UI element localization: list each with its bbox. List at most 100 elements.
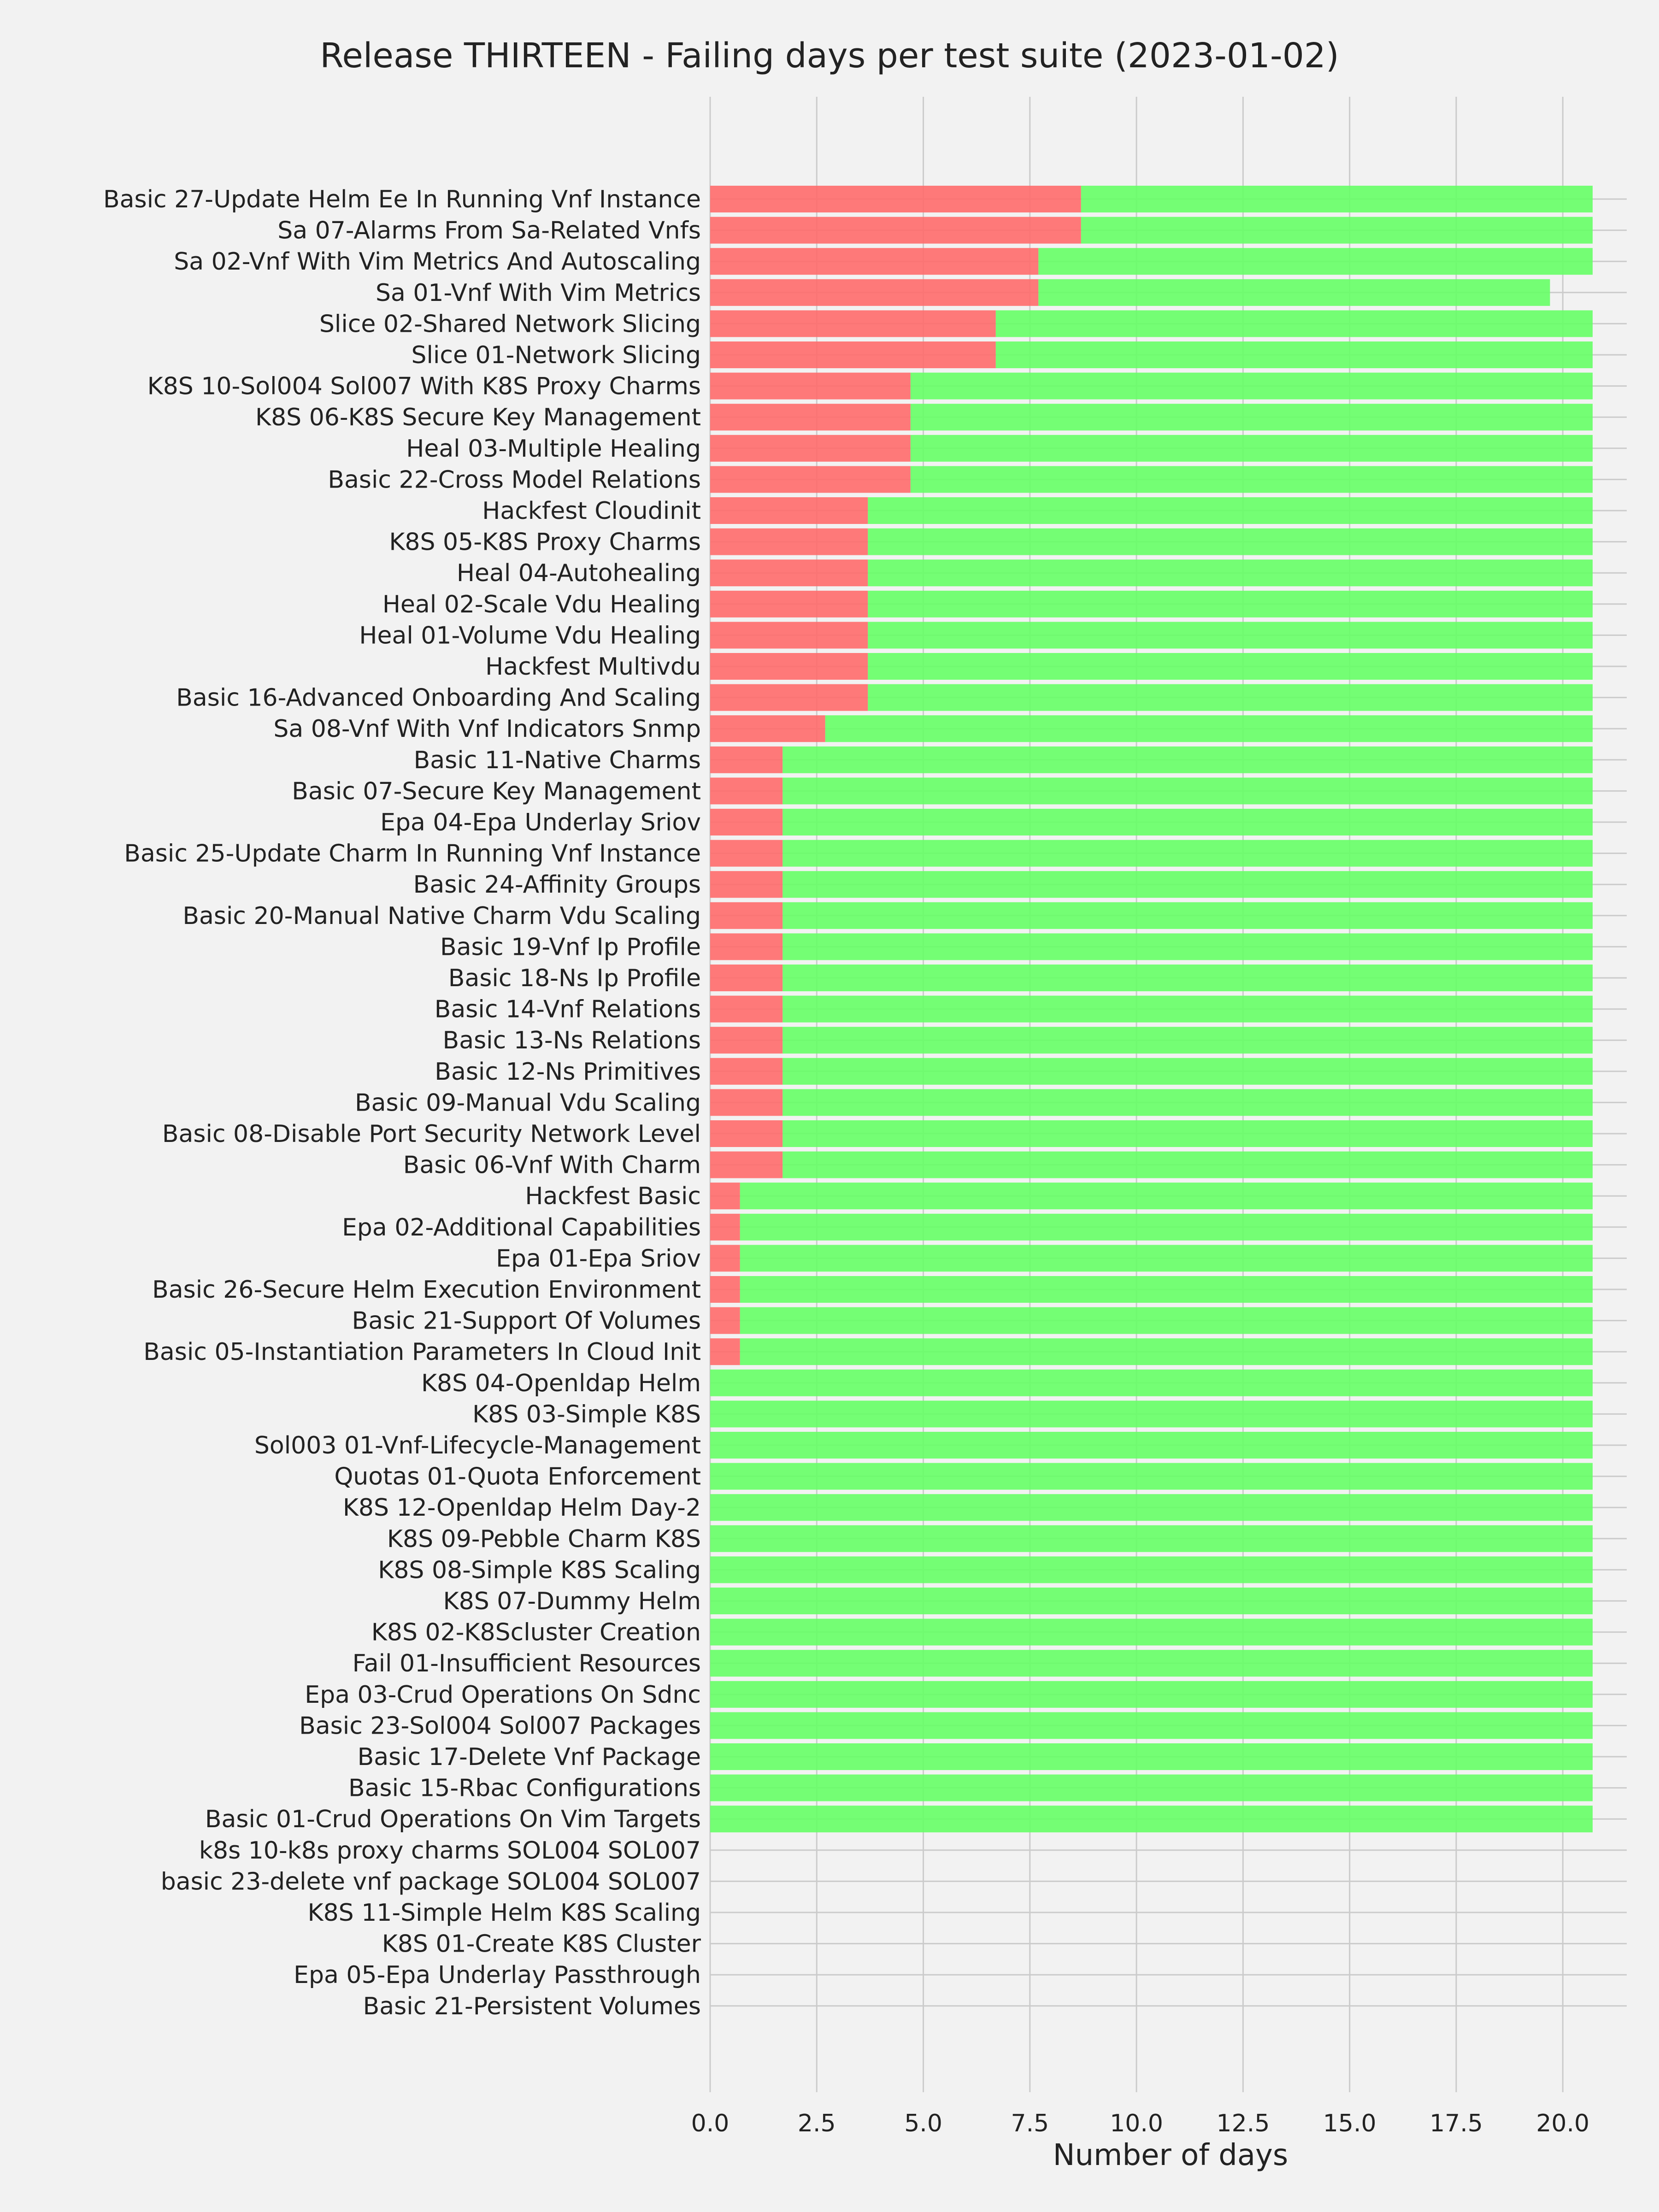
x-tick-label: 15.0 (1323, 2110, 1377, 2137)
x-tick-label: 17.5 (1430, 2110, 1483, 2137)
failing-bar (710, 310, 996, 337)
failing-bar (710, 777, 783, 805)
y-tick-label: Heal 03-Multiple Healing (406, 435, 701, 463)
x-tick-label: 12.5 (1217, 2110, 1270, 2137)
failing-bar (710, 590, 868, 618)
failing-bar (710, 217, 1081, 244)
passing-bar (710, 1743, 1593, 1770)
failing-bar (710, 1120, 783, 1147)
passing-bar (910, 404, 1593, 431)
y-tick-label: Quotas 01-Quota Enforcement (334, 1463, 701, 1491)
y-tick-label: k8s 10-k8s proxy charms SOL004 SOL007 (199, 1837, 701, 1865)
passing-bar (710, 1681, 1593, 1708)
y-tick-label: Basic 14-Vnf Relations (435, 996, 701, 1024)
y-tick-label: Epa 04-Epa Underlay Sriov (380, 809, 701, 836)
failing-bar (710, 902, 783, 929)
x-axis-label: Number of days (1053, 2138, 1288, 2172)
passing-bar (710, 1712, 1593, 1739)
passing-bar (1081, 186, 1593, 212)
y-tick-label: Slice 01-Network Slicing (412, 341, 701, 369)
failing-bar (710, 1307, 740, 1334)
passing-bar (868, 590, 1593, 618)
failing-bar (710, 559, 868, 587)
y-tick-label: K8S 05-K8S Proxy Charms (389, 529, 701, 556)
passing-bar (868, 528, 1593, 555)
y-tick-label: Basic 07-Secure Key Management (292, 777, 701, 805)
bars-layer (710, 186, 1593, 1833)
passing-bar (782, 933, 1593, 960)
passing-bar (782, 871, 1593, 898)
passing-bar (740, 1338, 1593, 1365)
passing-bar (710, 1525, 1593, 1552)
y-tick-label: Sol003 01-Vnf-Lifecycle-Management (254, 1432, 701, 1459)
passing-bar (740, 1213, 1593, 1241)
failing-bar (710, 1276, 740, 1303)
passing-bar (782, 1058, 1593, 1085)
failing-bar (710, 186, 1081, 212)
passing-bar (782, 809, 1593, 835)
passing-bar (1081, 217, 1593, 244)
passing-bar (868, 684, 1593, 711)
passing-bar (868, 497, 1593, 524)
passing-bar (782, 1027, 1593, 1054)
passing-bar (782, 1089, 1593, 1116)
passing-bar (782, 1120, 1593, 1147)
y-tick-label: Heal 04-Autohealing (457, 559, 701, 587)
y-tick-label: K8S 08-Simple K8S Scaling (378, 1556, 701, 1584)
failing-bar (710, 809, 783, 835)
passing-bar (1038, 248, 1593, 275)
y-tick-label: Basic 16-Advanced Onboarding And Scaling (176, 684, 701, 712)
passing-bar (825, 715, 1593, 742)
passing-bar (782, 995, 1593, 1023)
failing-bar (710, 435, 911, 462)
y-tick-label: Epa 01-Epa Sriov (496, 1245, 701, 1272)
passing-bar (782, 777, 1593, 805)
passing-bar (710, 1650, 1593, 1677)
y-tick-label: Epa 02-Additional Capabilities (342, 1214, 701, 1241)
y-tick-label: Basic 22-Cross Model Relations (328, 466, 701, 494)
failing-bar (710, 1338, 740, 1365)
y-tick-label: basic 23-delete vnf package SOL004 SOL00… (161, 1868, 701, 1895)
passing-bar (710, 1400, 1593, 1428)
y-tick-labels: Basic 27-Update Helm Ee In Running Vnf I… (103, 186, 701, 2020)
failing-bar (710, 965, 783, 991)
y-tick-label: Basic 27-Update Helm Ee In Running Vnf I… (103, 186, 701, 213)
y-tick-label: Fail 01-Insufficient Resources (353, 1650, 701, 1677)
y-tick-label: Sa 08-Vnf With Vnf Indicators Snmp (273, 715, 701, 743)
y-tick-label: Basic 21-Support Of Volumes (352, 1307, 701, 1335)
x-tick-label: 20.0 (1536, 2110, 1589, 2137)
y-tick-label: Basic 25-Update Charm In Running Vnf Ins… (124, 840, 701, 868)
y-tick-label: K8S 12-Openldap Helm Day-2 (343, 1494, 701, 1522)
failing-bar (710, 1058, 783, 1085)
passing-bar (710, 1618, 1593, 1646)
y-tick-label: Basic 15-Rbac Configurations (348, 1775, 701, 1802)
y-tick-label: K8S 07-Dummy Helm (443, 1588, 701, 1615)
failing-bar (710, 1151, 783, 1178)
y-tick-label: Sa 01-Vnf With Vim Metrics (376, 279, 701, 307)
passing-bar (710, 1494, 1593, 1521)
failing-bar (710, 528, 868, 555)
failing-bar (710, 840, 783, 867)
y-tick-label: Basic 01-Crud Operations On Vim Targets (205, 1806, 701, 1833)
y-tick-label: Basic 21-Persistent Volumes (363, 1993, 701, 2020)
y-tick-label: Basic 24-Affinity Groups (413, 871, 701, 899)
y-tick-label: Hackfest Multivdu (485, 653, 701, 681)
y-tick-label: Basic 08-Disable Port Security Network L… (162, 1120, 701, 1148)
passing-bar (710, 1369, 1593, 1396)
failing-bar (710, 341, 996, 368)
y-tick-label: Basic 09-Manual Vdu Scaling (355, 1089, 701, 1117)
x-tick-label: 10.0 (1110, 2110, 1163, 2137)
passing-bar (910, 466, 1593, 493)
passing-bar (995, 341, 1593, 368)
x-tick-label: 7.5 (1011, 2110, 1049, 2137)
y-tick-label: Basic 26-Secure Helm Execution Environme… (152, 1276, 701, 1304)
y-tick-label: Basic 05-Instantiation Parameters In Clo… (143, 1338, 701, 1366)
passing-bar (740, 1307, 1593, 1334)
failing-bar (710, 1213, 740, 1241)
x-tick-labels: 0.0 2.5 5.0 7.5 10.0 12.5 15.0 17.5 20.0 (691, 2110, 1589, 2137)
failing-bar (710, 497, 868, 524)
y-tick-label: K8S 06-K8S Secure Key Management (255, 404, 701, 431)
passing-bar (782, 902, 1593, 929)
y-tick-label: K8S 02-K8Scluster Creation (371, 1619, 701, 1647)
